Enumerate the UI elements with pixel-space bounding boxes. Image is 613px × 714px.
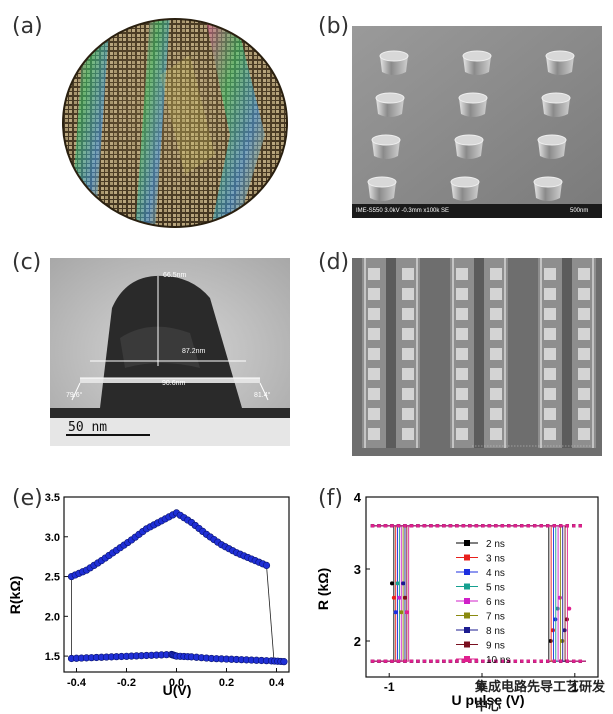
chart-f-frame bbox=[365, 496, 599, 678]
array-column bbox=[450, 258, 508, 448]
sem-pillar bbox=[462, 50, 492, 75]
label-d: (d) bbox=[318, 250, 350, 275]
tem-top-width-label: 87.2nm bbox=[182, 348, 206, 355]
chart-f-legend-label: 7 ns bbox=[486, 612, 505, 623]
sem-pillar bbox=[450, 176, 480, 201]
sem-pillar bbox=[371, 134, 401, 159]
chart-f-legend-entry: 9 ns bbox=[456, 641, 505, 652]
chart-f-legend-label: 10 ns bbox=[486, 655, 510, 666]
array-column bbox=[362, 258, 420, 448]
chart-e: 1.52.02.53.03.5 -0.4 -0.2 0.0 0.2 0.4 R(kΩ) … bbox=[7, 492, 290, 698]
chart-f-legend-entry: 3 ns bbox=[456, 554, 505, 565]
sem-pillar bbox=[537, 134, 567, 159]
chart-f-series-10ns bbox=[370, 524, 586, 663]
tem-left-angle-label: 79.6° bbox=[66, 392, 83, 399]
label-e: (e) bbox=[12, 486, 43, 511]
array-column bbox=[538, 258, 596, 448]
chart-f-ytick-label: 3 bbox=[354, 562, 361, 577]
chart-f-legend-label: 4 ns bbox=[486, 568, 505, 579]
chart-f-legend-label: 6 ns bbox=[486, 597, 505, 608]
chart-e-ytick-label: 3.5 bbox=[45, 492, 60, 504]
chart-f-legend-label: 3 ns bbox=[486, 554, 505, 565]
sem-pillars-image: IME-S550 3.0kV -0.3mm x100k SE 500nm bbox=[352, 26, 602, 218]
sem-pillar bbox=[454, 134, 484, 159]
sem-pillar bbox=[458, 92, 488, 117]
chart-f-ytick-label: 2 bbox=[354, 634, 361, 649]
tem-cross-section-image: 66.5nm 87.2nm 90.6nm 79.6° 81.4° 50 nm bbox=[50, 258, 290, 446]
sem-pillar bbox=[367, 176, 397, 201]
chart-f-xtick-label: -1 bbox=[384, 680, 395, 694]
chart-e-xtick-label: -0.4 bbox=[67, 677, 87, 689]
sem-pillar bbox=[533, 176, 563, 201]
tem-height-label: 66.5nm bbox=[163, 272, 187, 279]
chart-f-ylabel: R (kΩ) bbox=[315, 568, 331, 610]
chart-e-xtick-label: 0.2 bbox=[219, 677, 234, 689]
chart-f-legend-label: 5 ns bbox=[486, 583, 505, 594]
chart-f-ytick-label: 4 bbox=[354, 490, 362, 505]
chart-f-legend-label: 8 ns bbox=[486, 626, 505, 637]
chart-f: 2 3 4 -1 0 1 2 ns 3 ns 4 ns 5 ns 6 ns 7 ns 8 ns 9 n… bbox=[315, 490, 599, 708]
label-f: (f) bbox=[318, 486, 343, 511]
tem-bottom-width-label: 90.6nm bbox=[162, 380, 186, 387]
chart-f-legend-label: 9 ns bbox=[486, 641, 505, 652]
device-array-image bbox=[352, 258, 602, 456]
chart-f-xtick-label: 1 bbox=[571, 680, 578, 694]
chart-f-legend-label: 2 ns bbox=[486, 539, 505, 550]
chart-e-ytick-label: 2.5 bbox=[45, 572, 60, 584]
tem-scale-bar-label: 50 nm bbox=[68, 420, 108, 435]
sem-pillar bbox=[545, 50, 575, 75]
chart-f-legend-entry: 5 ns bbox=[456, 583, 505, 594]
sem-info-text: IME-S550 3.0kV -0.3mm x100k SE bbox=[356, 208, 450, 214]
chart-f-legend-entry: 8 ns bbox=[456, 626, 505, 637]
chart-f-legend-entry: 2 ns bbox=[456, 539, 505, 550]
label-c: (c) bbox=[12, 250, 42, 275]
chart-e-reset-line bbox=[266, 565, 275, 661]
chart-f-xtick-label: 0 bbox=[479, 680, 486, 694]
chart-e-ytick-label: 1.5 bbox=[45, 651, 60, 663]
wafer-image bbox=[55, 15, 295, 233]
chart-f-legend-entry: 10 ns bbox=[456, 655, 510, 666]
chart-f-legend-entry: 7 ns bbox=[456, 612, 505, 623]
chart-e-ytick-label: 3.0 bbox=[45, 532, 60, 544]
chart-e-ytick-label: 2.0 bbox=[45, 611, 60, 623]
label-a: (a) bbox=[12, 14, 43, 39]
chart-f-xlabel: U pulse (V) bbox=[451, 692, 524, 708]
chart-e-point bbox=[262, 561, 271, 570]
sem-pillar bbox=[541, 92, 571, 117]
chart-e-point bbox=[280, 658, 288, 666]
label-b: (b) bbox=[318, 14, 350, 39]
chart-e-xtick-label: -0.2 bbox=[117, 677, 136, 689]
sem-pillar bbox=[375, 92, 405, 117]
sem-scale-text: 500nm bbox=[570, 208, 589, 214]
sem-pillar bbox=[379, 50, 409, 75]
chart-f-legend-entry: 6 ns bbox=[456, 597, 505, 608]
chart-e-ylabel: R(kΩ) bbox=[7, 576, 23, 614]
chart-f-legend-entry: 4 ns bbox=[456, 568, 505, 579]
tem-right-angle-label: 81.4° bbox=[254, 392, 271, 399]
watermark-text: 集成电路先导工艺研发中心 bbox=[475, 680, 606, 714]
chart-e-xtick-label: 0.4 bbox=[269, 677, 285, 689]
chart-e-xlabel: U(V) bbox=[163, 682, 192, 698]
chart-e-frame bbox=[63, 496, 290, 673]
chart-e-xtick-label: 0.0 bbox=[169, 677, 184, 689]
